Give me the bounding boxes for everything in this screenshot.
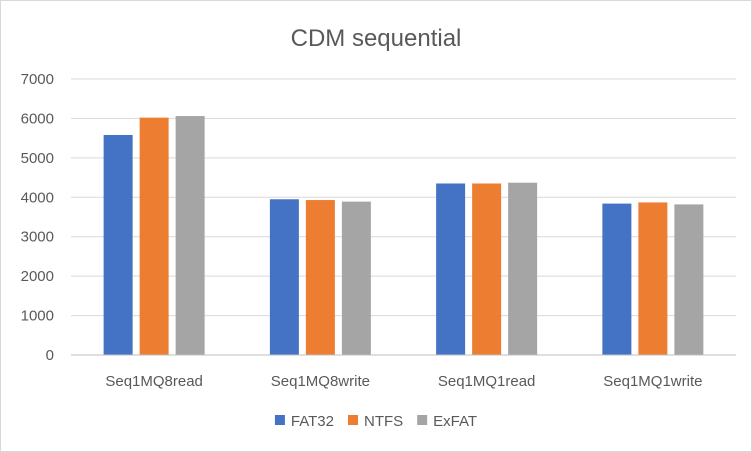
legend-label: FAT32 [291,413,334,430]
bar-exfat-seq1mq8write [341,201,371,355]
legend: FAT32 NTFS ExFAT [274,413,477,430]
gridlines [71,78,736,317]
legend-label: ExFAT [433,413,477,430]
legend-swatch [417,415,428,425]
legend-item-ntfs: NTFS [348,413,403,430]
x-category-label: Seq1MQ1read [438,373,536,390]
x-category-label: Seq1MQ8read [105,373,203,390]
y-axis-ticks: 0 1000 2000 3000 4000 5000 6000 7000 [21,71,54,364]
x-category-label: Seq1MQ8write [271,373,370,390]
x-axis-categories: Seq1MQ8read Seq1MQ8write Seq1MQ1read Seq1MQ… [105,373,702,390]
bars [103,116,704,355]
bar-exfat-seq1mq8read [175,116,205,355]
y-tick-label: 0 [46,347,54,364]
y-tick-label: 6000 [21,110,54,127]
legend-label: NTFS [364,413,403,430]
bar-exfat-seq1mq1write [674,204,704,355]
bar-ntfs-seq1mq8write [305,200,335,355]
y-tick-label: 4000 [21,189,54,206]
legend-swatch [274,415,285,425]
legend-item-exfat: ExFAT [417,413,477,430]
bar-fat32-seq1mq1read [436,183,466,355]
y-tick-label: 1000 [21,308,54,325]
bar-ntfs-seq1mq1read [472,183,502,355]
bar-ntfs-seq1mq1write [638,202,668,355]
bar-exfat-seq1mq1read [508,182,538,355]
y-tick-label: 7000 [21,71,54,88]
y-tick-label: 5000 [21,150,54,167]
chart-title: CDM sequential [291,25,462,52]
bar-fat32-seq1mq8read [103,134,133,355]
legend-item-fat32: FAT32 [274,413,334,430]
legend-swatch [348,415,358,425]
y-tick-label: 2000 [21,268,54,285]
bar-ntfs-seq1mq8read [139,117,169,355]
bar-fat32-seq1mq1write [602,203,632,355]
bar-fat32-seq1mq8write [269,199,299,355]
y-tick-label: 3000 [21,229,54,246]
x-category-label: Seq1MQ1write [603,373,702,390]
